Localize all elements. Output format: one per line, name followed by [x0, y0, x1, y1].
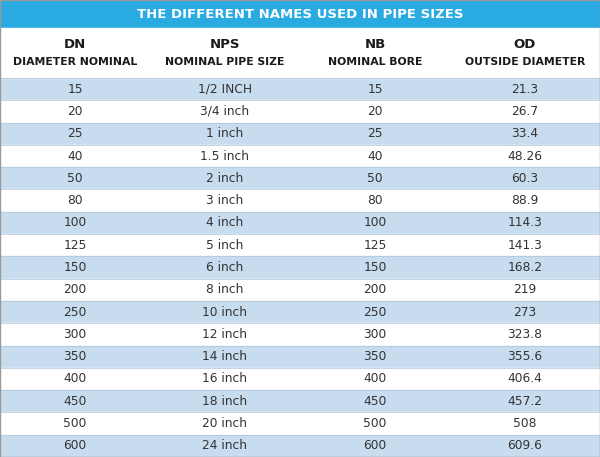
Text: 60.3: 60.3: [511, 172, 539, 185]
Text: 219: 219: [514, 283, 536, 296]
Text: 600: 600: [364, 439, 386, 452]
Text: 350: 350: [64, 350, 86, 363]
Text: 125: 125: [364, 239, 386, 252]
Text: 15: 15: [367, 83, 383, 96]
Bar: [0, 279, 600, 301]
Bar: [0, 28, 600, 78]
Text: 1.5 inch: 1.5 inch: [200, 149, 250, 163]
Text: NPS: NPS: [210, 37, 240, 51]
Text: 26.7: 26.7: [511, 105, 539, 118]
Text: 508: 508: [513, 417, 537, 430]
Text: 273: 273: [514, 306, 536, 319]
Text: 16 inch: 16 inch: [203, 372, 248, 385]
Text: 25: 25: [367, 127, 383, 140]
Text: 250: 250: [64, 306, 86, 319]
Text: 15: 15: [67, 83, 83, 96]
Text: 150: 150: [64, 261, 86, 274]
Text: 24 inch: 24 inch: [203, 439, 248, 452]
Text: 406.4: 406.4: [508, 372, 542, 385]
Bar: [0, 212, 600, 234]
Text: NOMINAL PIPE SIZE: NOMINAL PIPE SIZE: [166, 57, 284, 67]
Bar: [0, 100, 600, 122]
Text: 3 inch: 3 inch: [206, 194, 244, 207]
Bar: [0, 368, 600, 390]
Text: 80: 80: [67, 194, 83, 207]
Text: 12 inch: 12 inch: [203, 328, 248, 341]
Text: 3/4 inch: 3/4 inch: [200, 105, 250, 118]
Text: 100: 100: [64, 217, 86, 229]
Text: 200: 200: [64, 283, 86, 296]
Bar: [0, 301, 600, 323]
Text: 20: 20: [67, 105, 83, 118]
Text: 355.6: 355.6: [508, 350, 542, 363]
Text: 125: 125: [64, 239, 86, 252]
Bar: [0, 390, 600, 412]
Text: 323.8: 323.8: [508, 328, 542, 341]
Text: 4 inch: 4 inch: [206, 217, 244, 229]
Text: 141.3: 141.3: [508, 239, 542, 252]
Bar: [0, 412, 600, 435]
Bar: [0, 190, 600, 212]
Text: 450: 450: [64, 395, 86, 408]
Text: 18 inch: 18 inch: [202, 395, 248, 408]
Text: 114.3: 114.3: [508, 217, 542, 229]
Text: 33.4: 33.4: [511, 127, 539, 140]
Text: 8 inch: 8 inch: [206, 283, 244, 296]
Text: 48.26: 48.26: [508, 149, 542, 163]
Bar: [0, 323, 600, 345]
Text: 400: 400: [364, 372, 386, 385]
Bar: [0, 435, 600, 457]
Text: 50: 50: [367, 172, 383, 185]
Text: 200: 200: [364, 283, 386, 296]
Text: 609.6: 609.6: [508, 439, 542, 452]
Bar: [0, 145, 600, 167]
Text: 50: 50: [67, 172, 83, 185]
Text: 40: 40: [67, 149, 83, 163]
Text: 14 inch: 14 inch: [203, 350, 248, 363]
Text: 25: 25: [67, 127, 83, 140]
Text: NB: NB: [364, 37, 386, 51]
Text: 2 inch: 2 inch: [206, 172, 244, 185]
Bar: [0, 122, 600, 145]
Text: 450: 450: [364, 395, 386, 408]
Text: 500: 500: [364, 417, 386, 430]
Bar: [0, 234, 600, 256]
Bar: [0, 78, 600, 100]
Text: 88.9: 88.9: [511, 194, 539, 207]
Text: 168.2: 168.2: [508, 261, 542, 274]
Text: 400: 400: [64, 372, 86, 385]
Text: DN: DN: [64, 37, 86, 51]
Text: 350: 350: [364, 350, 386, 363]
Text: OD: OD: [514, 37, 536, 51]
Text: DIAMETER NOMINAL: DIAMETER NOMINAL: [13, 57, 137, 67]
Bar: [0, 256, 600, 279]
Text: 6 inch: 6 inch: [206, 261, 244, 274]
Text: 600: 600: [64, 439, 86, 452]
Text: 500: 500: [64, 417, 86, 430]
Text: THE DIFFERENT NAMES USED IN PIPE SIZES: THE DIFFERENT NAMES USED IN PIPE SIZES: [137, 7, 463, 21]
Bar: [0, 345, 600, 368]
Text: 5 inch: 5 inch: [206, 239, 244, 252]
Text: NOMINAL BORE: NOMINAL BORE: [328, 57, 422, 67]
Bar: [0, 0, 600, 28]
Text: 20: 20: [367, 105, 383, 118]
Text: 150: 150: [364, 261, 386, 274]
Text: 100: 100: [364, 217, 386, 229]
Text: 10 inch: 10 inch: [203, 306, 248, 319]
Text: 80: 80: [367, 194, 383, 207]
Text: 40: 40: [367, 149, 383, 163]
Text: 250: 250: [364, 306, 386, 319]
Bar: [0, 167, 600, 190]
Text: 21.3: 21.3: [511, 83, 539, 96]
Text: 457.2: 457.2: [508, 395, 542, 408]
Text: 1/2 INCH: 1/2 INCH: [198, 83, 252, 96]
Text: 300: 300: [364, 328, 386, 341]
Text: OUTSIDE DIAMETER: OUTSIDE DIAMETER: [465, 57, 585, 67]
Text: 300: 300: [64, 328, 86, 341]
Text: 1 inch: 1 inch: [206, 127, 244, 140]
Text: 20 inch: 20 inch: [203, 417, 248, 430]
